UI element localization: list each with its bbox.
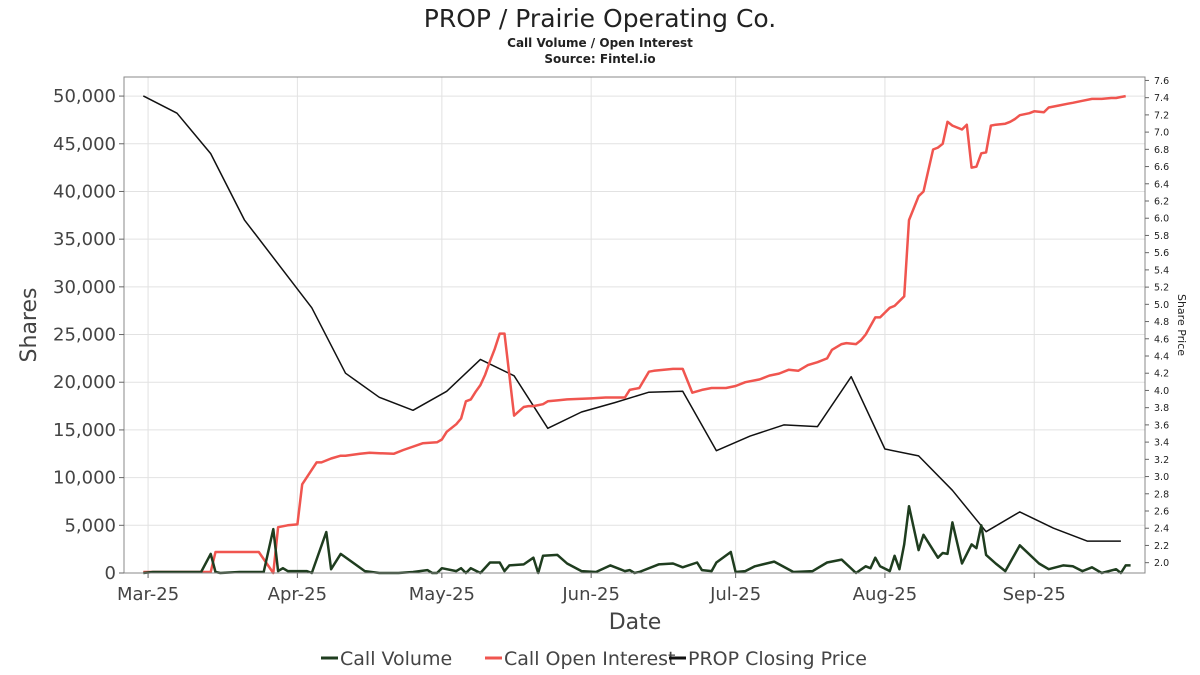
y2-tick-label: 4.0 xyxy=(1154,386,1169,397)
x-tick-label: Apr-25 xyxy=(268,584,327,605)
y2-tick-label: 5.8 xyxy=(1154,231,1169,242)
y-tick-label: 35,000 xyxy=(53,229,116,250)
y2-tick-label: 3.6 xyxy=(1154,420,1169,431)
y2-axis-label: Share Price xyxy=(1175,294,1188,356)
y-tick-label: 40,000 xyxy=(53,181,116,202)
y-tick-label: 45,000 xyxy=(53,134,116,155)
y2-tick-label: 5.2 xyxy=(1154,283,1169,294)
plot-series xyxy=(142,94,1131,575)
legend-label-call-open-interest: Call Open Interest xyxy=(504,648,676,670)
y2-tick-label: 5.6 xyxy=(1154,248,1169,259)
y-tick-label: 15,000 xyxy=(53,420,116,441)
y-tick-label: 20,000 xyxy=(53,372,116,393)
legend-label-prop-closing-price: PROP Closing Price xyxy=(688,648,867,670)
series-line-call-open-interest xyxy=(143,94,1126,575)
y2-tick-label: 6.2 xyxy=(1154,197,1169,208)
legend: Call Volume Call Open Interest PROP Closin… xyxy=(321,648,867,670)
y-tick-label: 0 xyxy=(105,563,116,584)
y2-tick-label: 7.0 xyxy=(1154,128,1169,139)
y2-tick-label: 2.2 xyxy=(1154,541,1169,552)
chart-subtitle: Call Volume / Open Interest xyxy=(507,36,693,50)
y-tick-label: 5,000 xyxy=(64,515,116,536)
y2-tick-label: 4.2 xyxy=(1154,369,1169,380)
y2-tick-label: 2.6 xyxy=(1154,507,1169,518)
chart-title: PROP / Prairie Operating Co. xyxy=(424,4,776,33)
y2-tick-label: 4.8 xyxy=(1154,317,1169,328)
y-tick-label: 10,000 xyxy=(53,468,116,489)
y2-tick-label: 7.4 xyxy=(1154,93,1169,104)
y-tick-label: 25,000 xyxy=(53,325,116,346)
left-axis-ticks: 0 5,000 10,000 15,000 20,000 25,000 30,000 35,0… xyxy=(53,86,124,584)
y2-tick-label: 6.6 xyxy=(1154,162,1169,173)
y2-tick-label: 3.0 xyxy=(1154,472,1169,483)
y2-tick-label: 7.6 xyxy=(1154,76,1169,87)
x-tick-label: Sep-25 xyxy=(1003,584,1066,605)
x-axis-ticks: Mar-25 Apr-25 May-25 Jun-25 Jul-25 Aug-25 Sep-… xyxy=(117,573,1066,605)
y-axis-label: Shares xyxy=(17,288,42,363)
y2-tick-label: 5.4 xyxy=(1154,265,1169,276)
x-tick-label: May-25 xyxy=(409,584,475,605)
x-tick-label: Mar-25 xyxy=(117,584,179,605)
right-axis-ticks: 2.0 2.2 2.4 2.6 2.8 3.0 3.2 3.4 3.6 3.8 4.0 4.2 4.4 4… xyxy=(1145,76,1169,569)
legend-label-call-volume: Call Volume xyxy=(340,648,452,670)
series-line-call-volume xyxy=(143,504,1131,575)
y2-tick-label: 2.0 xyxy=(1154,558,1169,569)
chart-source: Source: Fintel.io xyxy=(544,52,655,66)
series-line-prop-closing-price xyxy=(142,95,1121,542)
y2-tick-label: 3.4 xyxy=(1154,438,1169,449)
y2-tick-label: 3.2 xyxy=(1154,455,1169,466)
grid xyxy=(124,77,1145,574)
y2-tick-label: 5.0 xyxy=(1154,300,1169,311)
y2-tick-label: 4.4 xyxy=(1154,352,1169,363)
y2-tick-label: 2.4 xyxy=(1154,524,1169,535)
plot-frame xyxy=(123,76,1146,574)
x-tick-label: Jun-25 xyxy=(561,584,620,605)
x-tick-label: Jul-25 xyxy=(709,584,761,605)
y2-tick-label: 6.4 xyxy=(1154,179,1169,190)
y2-tick-label: 7.2 xyxy=(1154,110,1169,121)
y-tick-label: 30,000 xyxy=(53,277,116,298)
x-axis-label: Date xyxy=(609,610,662,635)
x-tick-label: Aug-25 xyxy=(853,584,918,605)
y2-tick-label: 6.0 xyxy=(1154,214,1169,225)
y2-tick-label: 3.8 xyxy=(1154,403,1169,414)
y2-tick-label: 4.6 xyxy=(1154,334,1169,345)
y2-tick-label: 2.8 xyxy=(1154,489,1169,500)
y-tick-label: 50,000 xyxy=(53,86,116,107)
y2-tick-label: 6.8 xyxy=(1154,145,1169,156)
